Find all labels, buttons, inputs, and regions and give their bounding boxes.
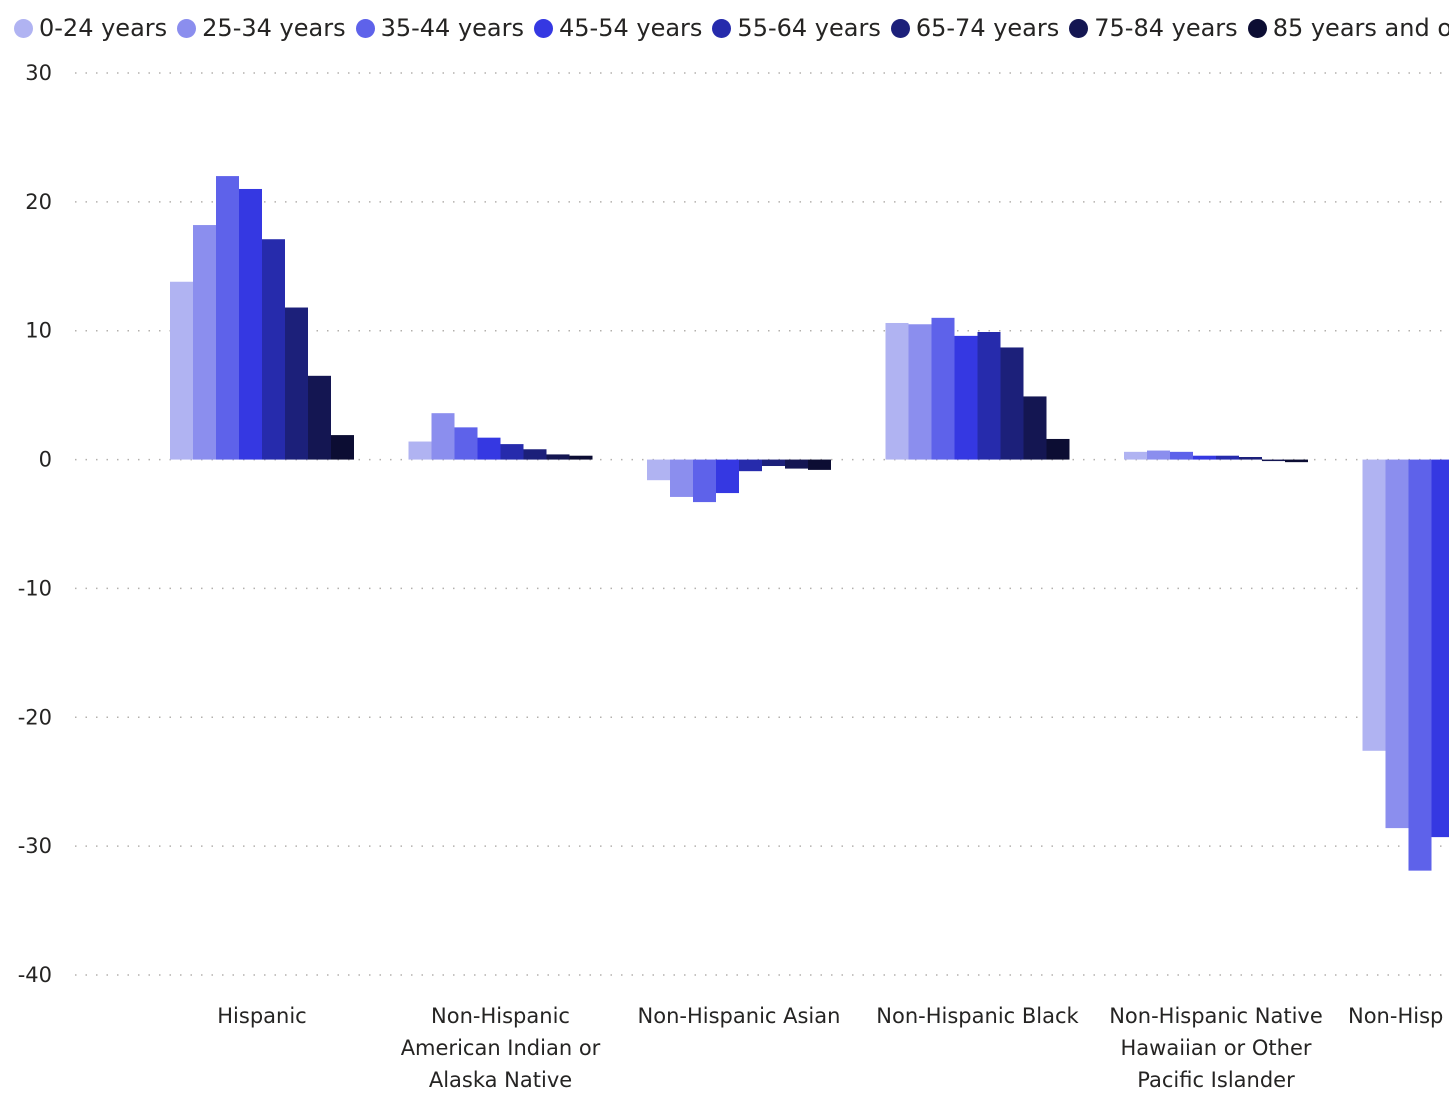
bar[interactable] xyxy=(308,375,331,460)
y-tick-label: -10 xyxy=(18,576,52,600)
bar[interactable] xyxy=(285,307,308,460)
bar[interactable] xyxy=(1193,455,1216,460)
bar[interactable] xyxy=(1262,459,1285,462)
legend-swatch-icon xyxy=(890,18,910,38)
legend-item[interactable]: 25-34 years xyxy=(177,14,346,42)
bar[interactable] xyxy=(808,459,831,470)
bar[interactable] xyxy=(216,176,239,460)
bar[interactable] xyxy=(1216,455,1239,460)
bar[interactable] xyxy=(762,459,785,467)
bar[interactable] xyxy=(908,324,932,460)
bar[interactable] xyxy=(1285,459,1308,463)
bar[interactable] xyxy=(1431,459,1449,838)
bar[interactable] xyxy=(431,413,455,460)
bar[interactable] xyxy=(1124,451,1147,460)
x-category-label-line: Non-Hispanic Black xyxy=(876,1004,1079,1028)
x-category-label-line: Hawaiian or Other xyxy=(1120,1036,1311,1060)
bar[interactable] xyxy=(262,239,285,460)
bar[interactable] xyxy=(546,454,570,460)
legend-item[interactable]: 55-64 years xyxy=(712,14,881,42)
legend-swatch-icon xyxy=(1069,18,1089,38)
legend-item[interactable]: 65-74 years xyxy=(890,14,1060,42)
legend-item[interactable]: 75-84 years xyxy=(1069,14,1238,42)
bar[interactable] xyxy=(931,317,955,460)
legend-swatch-icon xyxy=(355,18,375,38)
x-category-label-line: Hispanic xyxy=(217,1004,306,1028)
y-tick-label: 20 xyxy=(25,190,52,214)
legend-swatch-icon xyxy=(14,18,33,38)
legend-item[interactable]: 45-54 years xyxy=(534,14,702,42)
x-category-label: Non-Hispanic Black xyxy=(876,1004,1079,1028)
bar[interactable] xyxy=(408,441,432,460)
bar[interactable] xyxy=(739,459,762,472)
x-category-label-line: American Indian or xyxy=(401,1036,601,1060)
bar[interactable] xyxy=(1023,396,1047,460)
bar[interactable] xyxy=(977,332,1001,460)
x-category-label-line: Pacific Islander xyxy=(1137,1068,1295,1092)
legend-swatch-icon xyxy=(177,18,197,38)
y-tick-label: 30 xyxy=(25,61,52,85)
x-category-label-line: Non-Hispanic xyxy=(431,1004,570,1028)
x-category-label-line: Non-Hispanic Native xyxy=(1109,1004,1323,1028)
x-category-label: Non-Hispanic American Indian or Alaska Nat… xyxy=(401,1004,601,1092)
bar[interactable] xyxy=(1239,456,1262,460)
bar[interactable] xyxy=(1408,459,1432,871)
legend-label: 55-64 years xyxy=(737,14,881,42)
bar[interactable] xyxy=(1170,451,1193,460)
x-category-label: Non-Hisp xyxy=(1348,1004,1443,1028)
bar[interactable] xyxy=(716,459,739,494)
bar[interactable] xyxy=(477,437,501,460)
legend-label: 35-44 years xyxy=(380,14,524,42)
y-tick-label: 10 xyxy=(25,319,52,343)
y-tick-label: -40 xyxy=(18,963,52,987)
y-tick-label: -20 xyxy=(18,705,52,729)
legend-label: 45-54 years xyxy=(559,14,703,42)
bar[interactable] xyxy=(1046,438,1070,460)
bar[interactable] xyxy=(954,335,978,460)
bar[interactable] xyxy=(170,281,193,460)
legend-item[interactable]: 35-44 years xyxy=(355,14,524,42)
bar[interactable] xyxy=(647,459,670,481)
bar[interactable] xyxy=(885,322,909,460)
bar[interactable] xyxy=(523,449,547,460)
legend-label: 75-84 years xyxy=(1094,14,1238,42)
legend-swatch-icon xyxy=(534,18,553,38)
x-category-label-line: Non-Hisp xyxy=(1348,1004,1443,1028)
x-category-label-line: Non-Hispanic Asian xyxy=(638,1004,841,1028)
legend-label: 65-74 years xyxy=(915,14,1060,42)
bar[interactable] xyxy=(693,459,716,503)
y-tick-label: 0 xyxy=(39,448,52,472)
legend-label: 85 years and over xyxy=(1272,14,1449,42)
x-category-label-line: Alaska Native xyxy=(429,1068,572,1092)
bar[interactable] xyxy=(1385,459,1409,829)
x-category-label: Non-Hispanic Native Hawaiian or Other Paci… xyxy=(1109,1004,1323,1092)
bar[interactable] xyxy=(193,225,216,460)
legend-label: 0-24 years xyxy=(39,14,168,42)
bar[interactable] xyxy=(1147,450,1170,460)
legend: 0-24 years 25-34 years 35-44 years 45-54 ye… xyxy=(14,10,1449,46)
bar[interactable] xyxy=(1000,347,1024,460)
bar[interactable] xyxy=(239,188,262,460)
legend-swatch-icon xyxy=(712,18,732,38)
legend-swatch-icon xyxy=(1247,18,1267,38)
bar[interactable] xyxy=(785,459,808,469)
bar[interactable] xyxy=(569,455,593,460)
x-category-label: Hispanic xyxy=(217,1004,306,1028)
legend-item[interactable]: 85 years and over xyxy=(1247,14,1449,42)
bar[interactable] xyxy=(331,435,354,460)
bar[interactable] xyxy=(500,444,524,460)
legend-label: 25-34 years xyxy=(202,14,346,42)
bar[interactable] xyxy=(1362,459,1386,751)
y-tick-label: -30 xyxy=(18,834,52,858)
legend-item[interactable]: 0-24 years xyxy=(14,14,167,42)
bar[interactable] xyxy=(454,427,478,460)
bar[interactable] xyxy=(670,459,693,497)
x-category-label: Non-Hispanic Asian xyxy=(638,1004,841,1028)
